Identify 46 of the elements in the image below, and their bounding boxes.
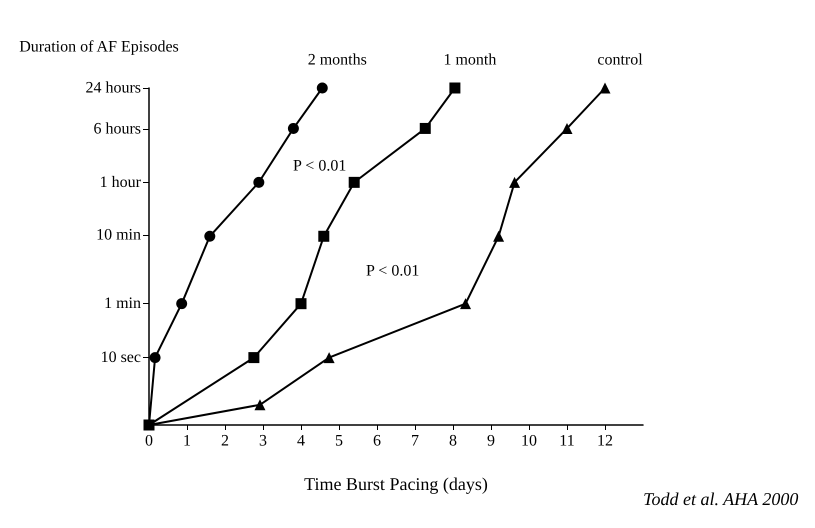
x-tick-label: 12 <box>597 432 613 450</box>
y-axis-title: Duration of AF Episodes <box>19 38 179 56</box>
annotation: P < 0.01 <box>366 262 420 280</box>
x-tick-label: 5 <box>335 432 343 450</box>
point <box>253 176 264 188</box>
point <box>348 176 360 188</box>
series-label: control <box>597 52 644 68</box>
point <box>254 399 266 410</box>
text: 10 min <box>96 226 141 244</box>
point <box>176 298 188 310</box>
point <box>324 352 335 364</box>
text: 1 hour <box>100 174 142 191</box>
text: 1 min <box>104 295 141 312</box>
point <box>460 298 472 310</box>
series-label: 2 months <box>308 52 367 68</box>
text: 10 sec <box>100 348 141 366</box>
point <box>493 230 504 242</box>
text: 24 hours <box>85 80 141 96</box>
x-axis-title: Time Burst Pacing (days) <box>304 474 488 494</box>
point <box>420 122 431 134</box>
point <box>600 82 610 94</box>
point <box>150 352 161 364</box>
x-tick-label: 9 <box>487 432 495 450</box>
x-tick-label: 10 <box>521 432 537 450</box>
text: 6 hours <box>93 120 141 138</box>
point <box>296 298 306 310</box>
point <box>316 82 328 94</box>
series-label: 1 month <box>443 52 496 68</box>
point <box>248 352 260 364</box>
x-tick-label: 1 <box>183 432 191 450</box>
x-tick-label: 4 <box>297 432 305 450</box>
x-tick-label: 3 <box>259 432 267 450</box>
point <box>509 176 520 188</box>
x-tick-label: 7 <box>411 432 419 450</box>
point <box>288 122 299 134</box>
x-tick-label: 11 <box>559 432 575 450</box>
point <box>318 230 330 242</box>
point <box>204 230 216 242</box>
annotation: P < 0.01 <box>293 158 346 174</box>
point <box>449 82 460 94</box>
x-tick-label: 8 <box>449 432 457 450</box>
point <box>562 122 572 134</box>
text: Todd et al. AHA 2000 <box>643 489 798 509</box>
x-tick-label: 0 <box>145 432 153 450</box>
x-tick-label: 6 <box>373 432 381 450</box>
x-tick-label: 2 <box>221 432 229 450</box>
